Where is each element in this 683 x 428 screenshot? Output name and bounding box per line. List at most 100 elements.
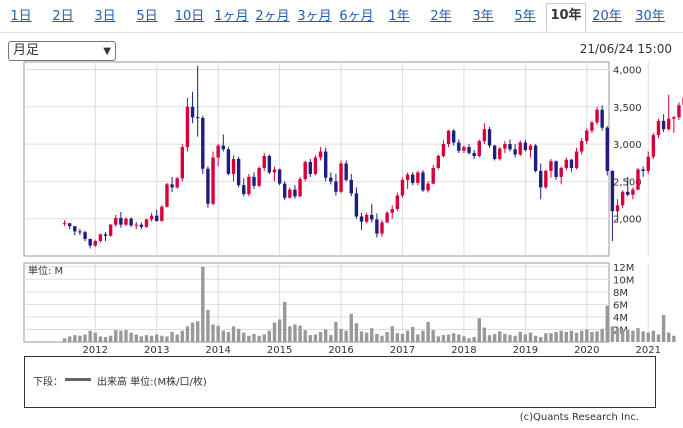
volume-bar: [405, 330, 410, 342]
candle-body: [631, 189, 635, 195]
legend-box: 下段： 出来高 単位:(M株/口/枚): [24, 356, 656, 408]
candle-body: [262, 156, 266, 168]
tab-5[interactable]: 10日: [174, 9, 205, 24]
volume-bar: [231, 326, 236, 342]
volume-bar: [518, 331, 522, 342]
tab-3[interactable]: 3日: [94, 9, 116, 24]
x-tick-label: 2015: [267, 345, 292, 356]
candle-body: [277, 169, 282, 184]
candle-body: [436, 156, 441, 168]
tab-10[interactable]: 1年: [388, 9, 410, 24]
volume-bar: [236, 328, 241, 342]
candle-body: [108, 224, 113, 236]
x-tick-label: 2021: [636, 345, 661, 356]
volume-bar: [513, 335, 517, 342]
tab-11[interactable]: 2年: [430, 9, 452, 24]
candle-body: [349, 179, 353, 194]
tab-6[interactable]: 1ヶ月: [214, 9, 249, 24]
volume-bar: [661, 315, 666, 342]
candle-body: [457, 142, 461, 151]
volume-bar: [533, 335, 538, 342]
volume-bar: [564, 331, 569, 342]
volume-bar: [323, 329, 328, 342]
candle-body: [574, 151, 579, 168]
candle-body: [170, 184, 174, 188]
tab-16[interactable]: 30年: [635, 9, 665, 24]
volume-bar: [242, 332, 246, 342]
candle-body: [569, 159, 574, 168]
volume-bar: [579, 330, 584, 342]
volume-bar: [216, 325, 220, 342]
candle-body: [380, 222, 384, 234]
tab-2[interactable]: 2日: [52, 9, 74, 24]
candle-body: [472, 153, 476, 157]
volume-bar: [528, 332, 533, 342]
tab-7[interactable]: 2ヶ月: [255, 9, 290, 24]
volume-bar: [462, 336, 466, 342]
volume-bar: [73, 335, 77, 342]
tab-13[interactable]: 5年: [514, 9, 536, 24]
candle-body: [216, 145, 220, 158]
volume-bar: [416, 334, 420, 342]
volume-bar: [139, 336, 144, 342]
candle-body: [318, 151, 323, 158]
period-select[interactable]: 月足 ▼: [8, 41, 116, 61]
volume-bar: [318, 331, 323, 342]
volume-bar: [124, 330, 128, 342]
volume-bar: [370, 328, 374, 342]
candle-body: [487, 129, 492, 146]
tab-12[interactable]: 3年: [472, 9, 494, 24]
candle-body: [585, 130, 589, 142]
candle-body: [411, 174, 415, 183]
volume-bar: [226, 331, 231, 342]
candle-body: [134, 224, 138, 226]
volume-bar: [631, 330, 635, 342]
volume-bar: [155, 334, 159, 342]
volume-bar: [67, 336, 72, 342]
volume-bar: [457, 334, 461, 342]
candle-body: [293, 189, 297, 197]
candle-body: [83, 232, 87, 239]
volume-bar: [390, 326, 394, 342]
volume-bar: [446, 334, 451, 342]
tab-15[interactable]: 20年: [592, 9, 622, 24]
candle-body: [364, 214, 369, 222]
volume-bar: [426, 321, 430, 342]
candle-body: [620, 191, 625, 206]
volume-y-tick-label: 4M: [613, 313, 628, 324]
volume-bar: [108, 335, 113, 342]
candle-body: [518, 142, 522, 155]
volume-bar: [78, 335, 82, 342]
candle-body: [385, 212, 389, 223]
candle-body: [308, 161, 313, 174]
volume-bar: [308, 335, 313, 342]
volume-bar: [195, 321, 200, 342]
volume-bar: [359, 331, 364, 342]
volume-bar: [641, 331, 645, 342]
candle-body: [667, 118, 671, 130]
candle-body: [554, 161, 558, 177]
volume-bar: [472, 336, 476, 342]
candle-body: [211, 157, 215, 204]
volume-bar: [441, 335, 446, 342]
tab-9[interactable]: 6ヶ月: [339, 9, 374, 24]
tab-14[interactable]: 10年: [546, 3, 586, 32]
candle-body: [221, 145, 225, 150]
candle-body: [677, 105, 681, 118]
candle-body: [492, 145, 497, 159]
volume-bar: [395, 333, 400, 342]
volume-bar: [221, 330, 225, 342]
volume-bar: [247, 335, 251, 342]
volume-bar: [262, 334, 266, 342]
candle-body: [103, 234, 108, 236]
candle-body: [400, 179, 405, 196]
tab-4[interactable]: 5日: [136, 9, 158, 24]
candle-body: [375, 219, 379, 234]
volume-bar: [620, 329, 625, 342]
volume-bar: [421, 330, 425, 342]
tab-8[interactable]: 3ヶ月: [297, 9, 332, 24]
x-tick-label: 2013: [144, 345, 169, 356]
volume-bar: [257, 335, 261, 342]
candle-body: [323, 151, 328, 178]
tab-1[interactable]: 1日: [10, 9, 32, 24]
